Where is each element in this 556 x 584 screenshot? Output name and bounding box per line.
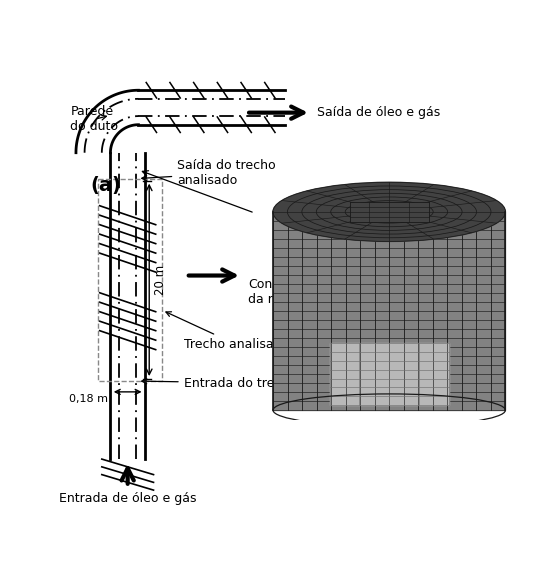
Text: Entrada do trecho analisado: Entrada do trecho analisado [142,377,361,390]
Text: (b): (b) [446,194,478,213]
Polygon shape [273,212,505,410]
Text: Entrada de óleo e gás: Entrada de óleo e gás [59,492,196,505]
Text: Construção
da malha: Construção da malha [249,277,319,305]
Text: (a): (a) [90,176,121,196]
Text: Trecho analisado: Trecho analisado [166,312,289,351]
Text: 0,18 m: 0,18 m [70,394,108,404]
Ellipse shape [273,182,505,241]
Text: 20 m: 20 m [155,265,167,295]
Text: Saída do trecho
analisado: Saída do trecho analisado [142,159,276,187]
Polygon shape [350,201,429,222]
Text: Saída de óleo e gás: Saída de óleo e gás [317,106,440,119]
Text: Parede
do duto: Parede do duto [71,105,118,133]
Polygon shape [330,343,449,405]
